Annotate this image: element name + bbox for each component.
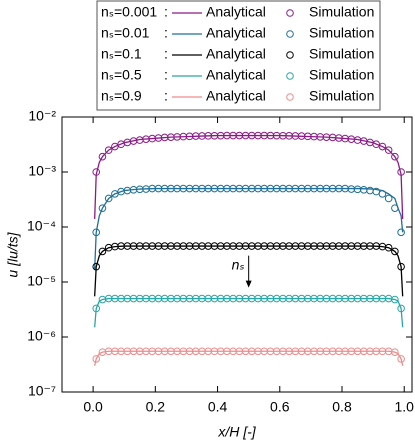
simulation-marker <box>397 228 405 237</box>
annotation-arrowhead <box>245 280 252 288</box>
legend-box <box>96 0 381 111</box>
y-tick-label: 10⁻² <box>28 108 56 124</box>
legend-separator: : <box>164 4 168 20</box>
legend-label: Simulation <box>309 25 374 41</box>
simulation-marker <box>391 348 399 356</box>
y-tick-label: 10⁻⁴ <box>27 218 56 234</box>
legend-separator: : <box>164 46 168 62</box>
simulation-marker <box>92 168 101 176</box>
x-tick-label: 1.0 <box>394 399 414 415</box>
simulation-marker <box>98 152 107 161</box>
simulation-marker <box>366 186 374 195</box>
simulation-marker <box>378 142 387 151</box>
legend-label: Simulation <box>309 46 374 62</box>
simulation-marker <box>384 243 393 252</box>
legend-name: nₛ=0.9 <box>101 88 149 104</box>
legend-marker <box>286 30 294 38</box>
simulation-marker <box>391 204 399 212</box>
analytical-line <box>94 297 404 328</box>
simulation-marker <box>104 146 113 154</box>
legend-name: nₛ=0.1 <box>101 46 149 62</box>
simulation-marker <box>397 168 405 176</box>
simulation-marker <box>397 355 405 363</box>
simulation-marker <box>92 228 101 237</box>
legend-marker <box>286 72 294 80</box>
legend-label: Analytical <box>206 67 266 83</box>
legend-label: Simulation <box>309 88 374 104</box>
analytical-line <box>94 134 404 219</box>
simulation-marker <box>98 204 107 212</box>
legend-name: nₛ=0.01 <box>101 25 153 41</box>
simulation-marker <box>92 355 101 363</box>
simulation-marker <box>359 185 368 194</box>
x-tick-label: 0.2 <box>146 399 166 415</box>
simulation-marker <box>104 194 113 203</box>
legend-label: Analytical <box>206 46 266 62</box>
simulation-marker <box>397 262 405 271</box>
simulation-marker <box>92 304 101 313</box>
y-tick-label: 10⁻³ <box>28 163 56 179</box>
legend-separator: : <box>164 25 168 41</box>
legend-label: Analytical <box>206 88 266 104</box>
plot-frame <box>61 116 413 393</box>
simulation-marker <box>353 185 362 194</box>
legend-label: Analytical <box>206 4 266 20</box>
y-axis-title: u [lu/ts] <box>5 231 21 277</box>
simulation-marker <box>98 247 107 256</box>
annotation: nₛ <box>232 256 245 272</box>
simulation-marker <box>92 262 101 271</box>
x-axis-title: x/H [-] <box>217 424 256 440</box>
legend-marker <box>286 9 294 17</box>
x-tick-label: 0.4 <box>208 399 228 415</box>
simulation-marker <box>384 146 393 154</box>
simulation-marker <box>378 190 387 198</box>
legend-label: Analytical <box>206 25 266 41</box>
x-tick-label: 0.6 <box>270 399 290 415</box>
y-tick-label: 10⁻⁷ <box>28 383 56 399</box>
simulation-marker <box>384 194 393 203</box>
legend-separator: : <box>164 88 168 104</box>
legend-label: Simulation <box>309 4 374 20</box>
simulation-marker <box>397 304 405 313</box>
legend-separator: : <box>164 67 168 83</box>
x-tick-label: 0.0 <box>83 399 103 415</box>
legend-name: nₛ=0.001 <box>101 4 157 20</box>
simulation-marker <box>391 295 399 304</box>
legend-marker <box>286 93 294 101</box>
legend-marker <box>286 51 294 59</box>
y-tick-label: 10⁻⁵ <box>27 273 56 289</box>
simulation-marker <box>391 247 399 256</box>
legend-label: Simulation <box>309 67 374 83</box>
y-tick-label: 10⁻⁶ <box>27 328 56 344</box>
simulation-marker <box>391 152 399 161</box>
x-tick-label: 0.8 <box>332 399 352 415</box>
legend-name: nₛ=0.5 <box>101 67 149 83</box>
